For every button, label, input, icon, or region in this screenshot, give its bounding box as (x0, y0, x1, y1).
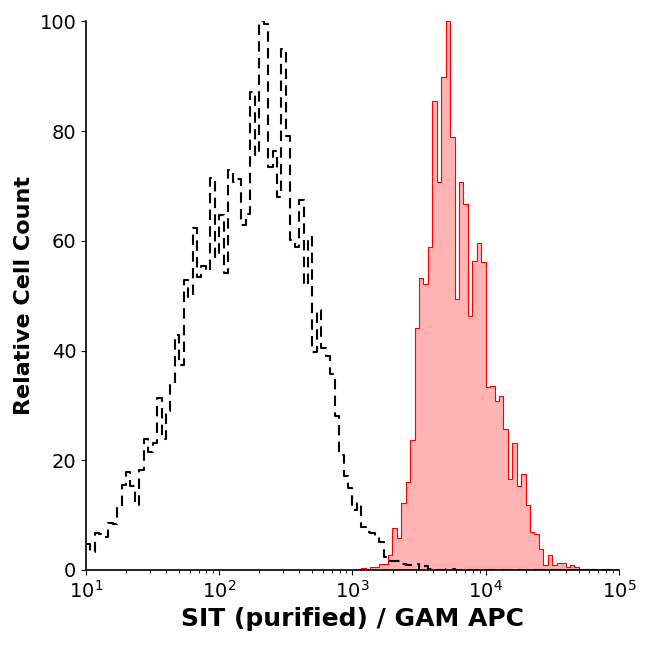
X-axis label: SIT (purified) / GAM APC: SIT (purified) / GAM APC (181, 607, 524, 631)
Y-axis label: Relative Cell Count: Relative Cell Count (14, 176, 34, 415)
